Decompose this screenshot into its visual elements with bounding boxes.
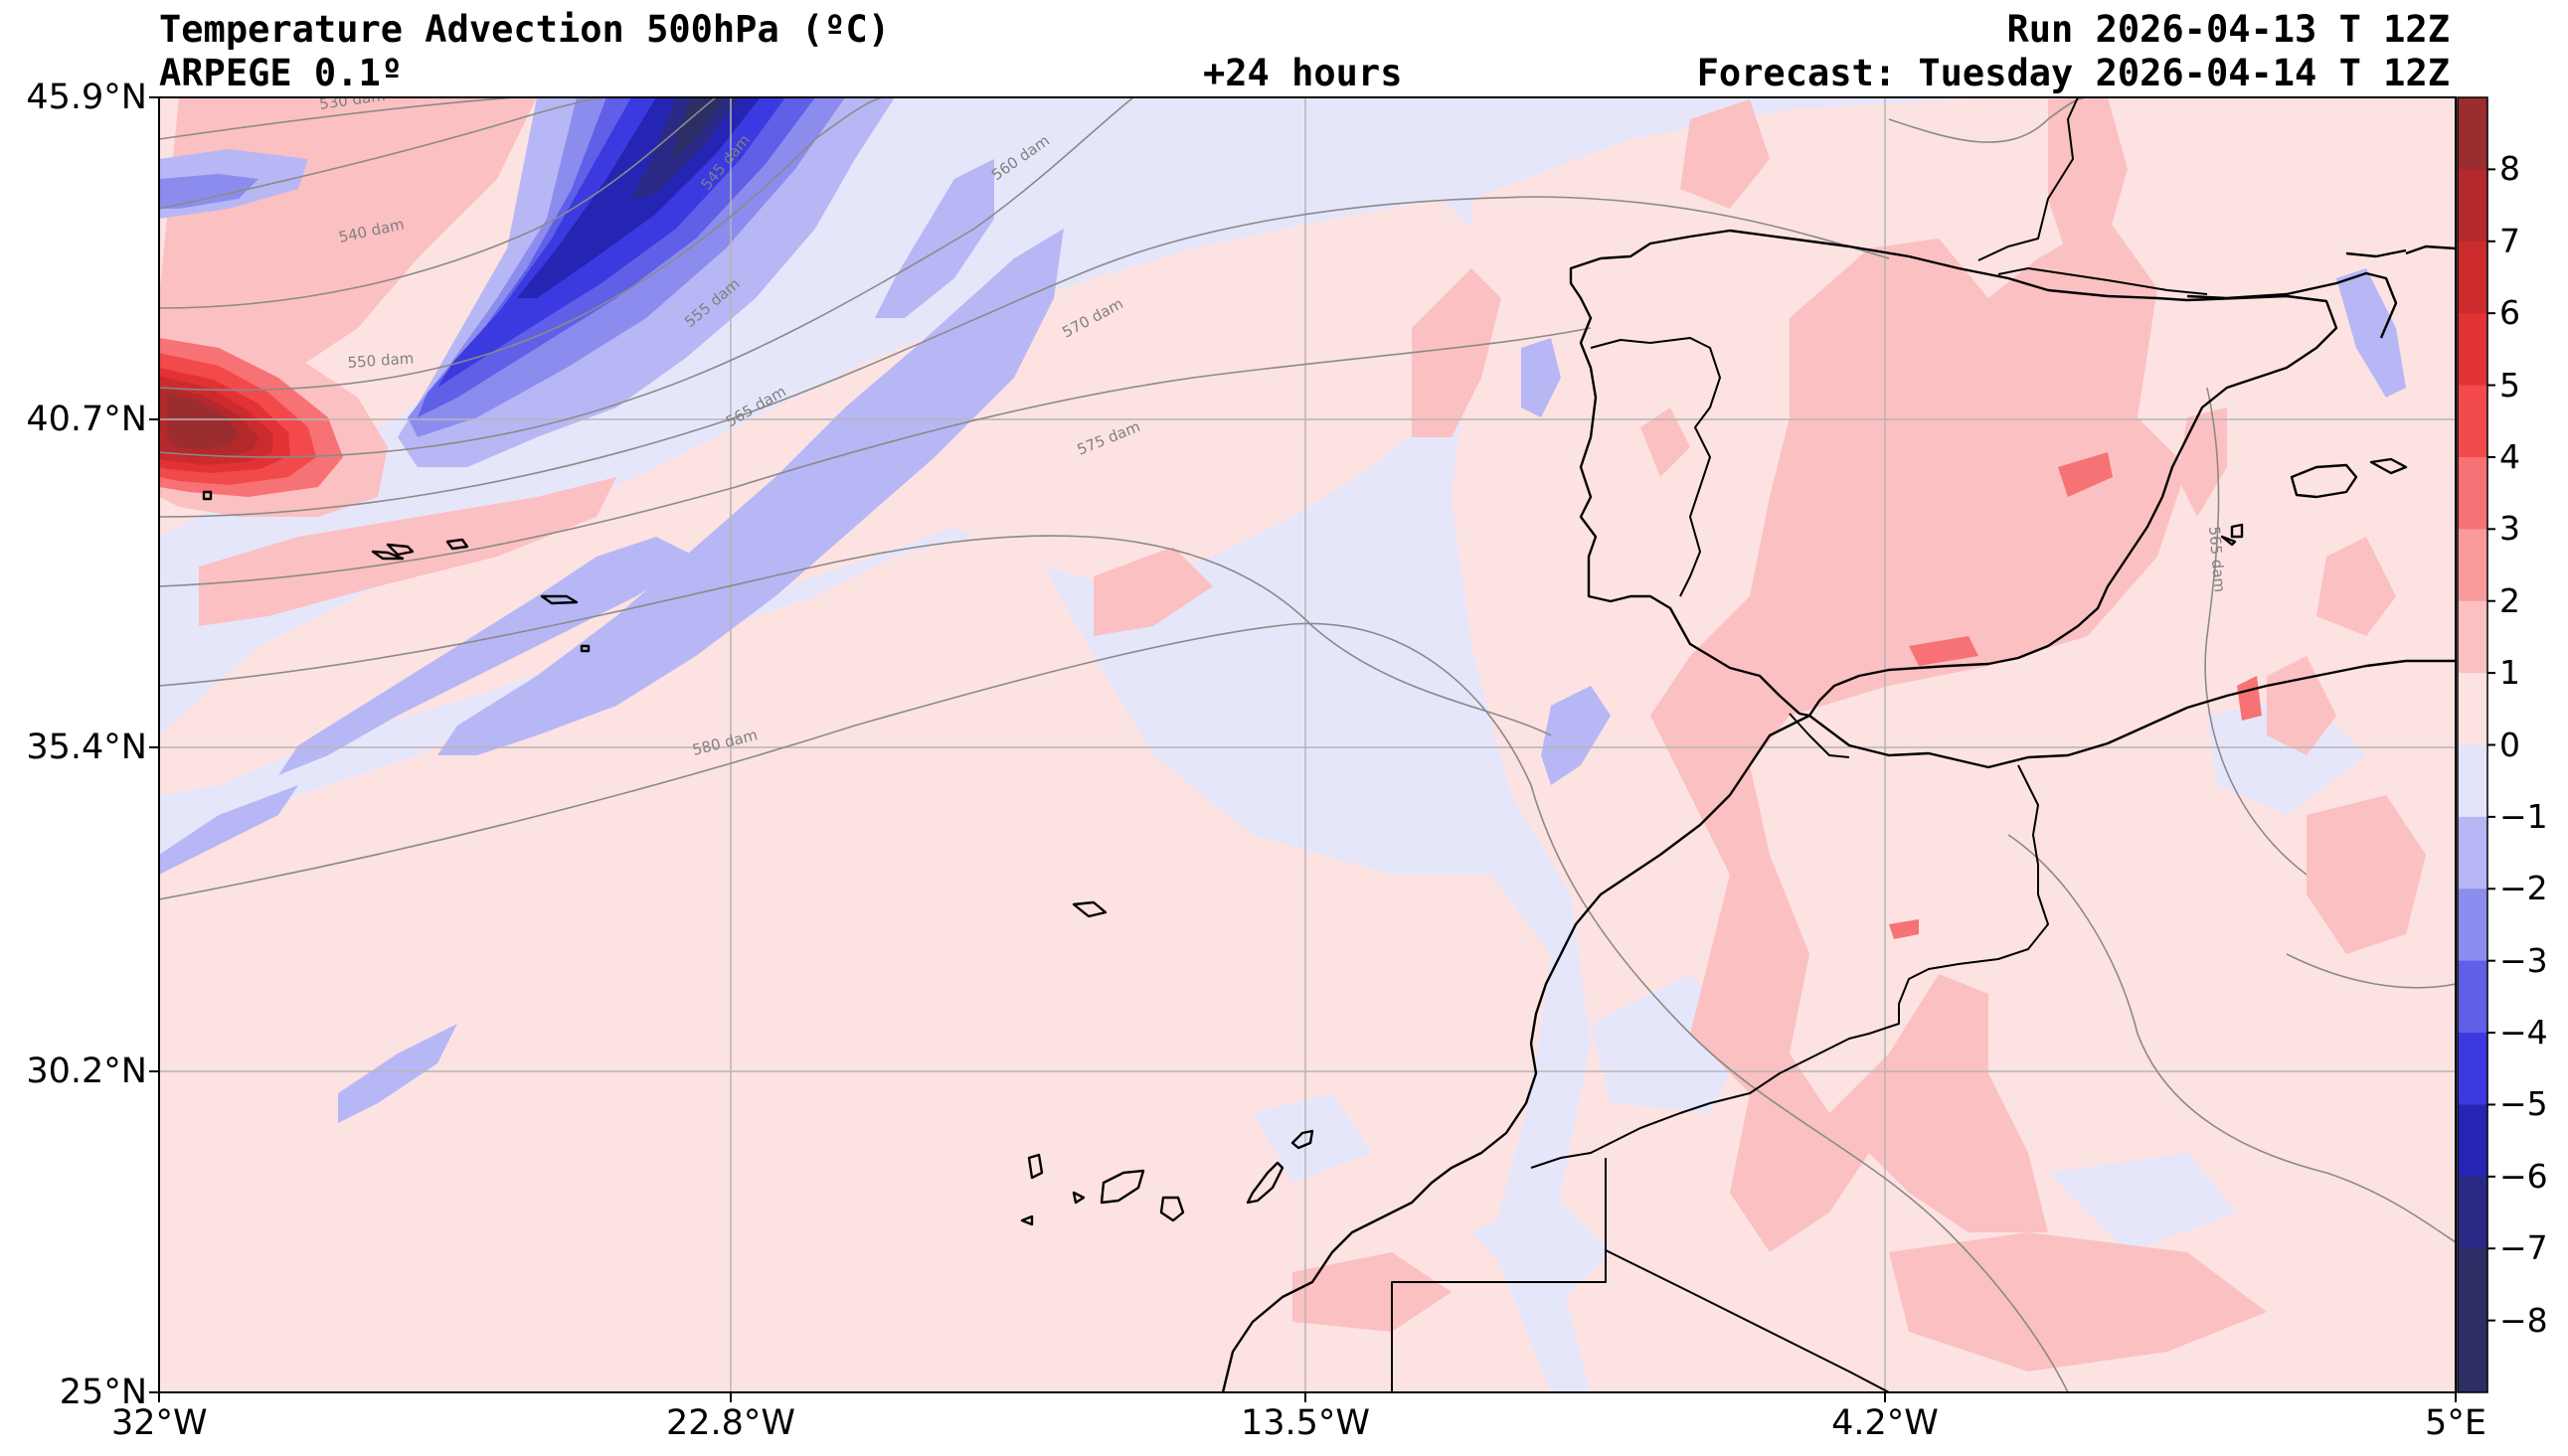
colorbar-band [2458,1176,2487,1249]
colorbar-label: 5 [2499,365,2520,404]
colorbar [2458,97,2495,1393]
lon-label-5e: 5°E [2425,1403,2486,1443]
colorbar-label: 2 [2499,580,2520,620]
lon-label-22-8w: 22.8°W [665,1403,796,1443]
colorbar-band [2458,1033,2487,1105]
colorbar-band [2458,1320,2487,1393]
lon-label-4-2w: 4.2°W [1831,1403,1939,1443]
warm-advection-2to3 [1889,452,2262,939]
colorbar-label: −4 [2499,1013,2548,1052]
lat-label-45-9: 45.9°N [26,78,147,117]
colorbar-label: −8 [2499,1300,2548,1340]
colorbar-band [2458,241,2487,314]
colorbar-label: −5 [2499,1084,2548,1124]
cold-advection-band [159,97,2406,1123]
model-label: ARPEGE 0.1º [159,52,404,94]
colorbar-label: 1 [2499,653,2520,693]
colorbar-label: −7 [2499,1228,2548,1268]
colorbar-label: 8 [2499,149,2520,189]
colorbar-label: 0 [2499,725,2520,764]
lat-label-35-4: 35.4°N [26,728,147,767]
colorbar-band [2458,313,2487,387]
coastlines [202,97,2456,1392]
colorbar-band [2458,97,2487,170]
colorbar-label: −1 [2499,796,2548,836]
map-title: Temperature Advection 500hPa (ºC) [159,8,891,51]
colorbar-band [2458,744,2487,818]
map-field: 530 dam 540 dam 545 dam 550 dam 555 dam … [159,97,2456,1392]
colorbar-band [2458,529,2487,602]
colorbar-band [2458,456,2487,530]
colorbar-label: −6 [2499,1156,2548,1196]
forecast-label: Forecast: Tuesday 2026-04-14 T 12Z [1696,52,2450,94]
lead-time-label: +24 hours [1203,52,1403,94]
lat-label-30-2: 30.2°N [26,1052,147,1091]
colorbar-band [2458,169,2487,243]
colorbar-band [2458,385,2487,458]
colorbar-label: 3 [2499,509,2520,549]
lat-label-40-7: 40.7°N [26,400,147,439]
run-label: Run 2026-04-13 T 12Z [2006,8,2450,51]
contour-label-550: 550 dam [347,349,415,372]
colorbar-band [2458,1248,2487,1322]
colorbar-frame [2457,96,2488,1393]
colorbar-band [2458,600,2487,674]
geopotential-contours [159,97,2456,1392]
colorbar-label: −3 [2499,940,2548,980]
colorbar-label: 7 [2499,221,2520,260]
colorbar-band [2458,816,2487,890]
graticule [159,97,2456,1392]
colorbar-band [2458,673,2487,745]
lon-label-13-5w: 13.5°W [1240,1403,1371,1443]
colorbar-band [2458,1104,2487,1178]
map-frame [158,96,2457,1393]
lon-label-32w: 32°W [111,1403,208,1443]
colorbar-band [2458,960,2487,1034]
colorbar-label: 6 [2499,293,2520,333]
axis-ticks [149,96,2457,1402]
colorbar-band [2458,889,2487,962]
lat-label-25: 25°N [59,1373,147,1412]
colorbar-label: 4 [2499,436,2520,476]
contour-label-565-east: 565 dam [2205,526,2229,593]
colorbar-label: −2 [2499,869,2548,908]
